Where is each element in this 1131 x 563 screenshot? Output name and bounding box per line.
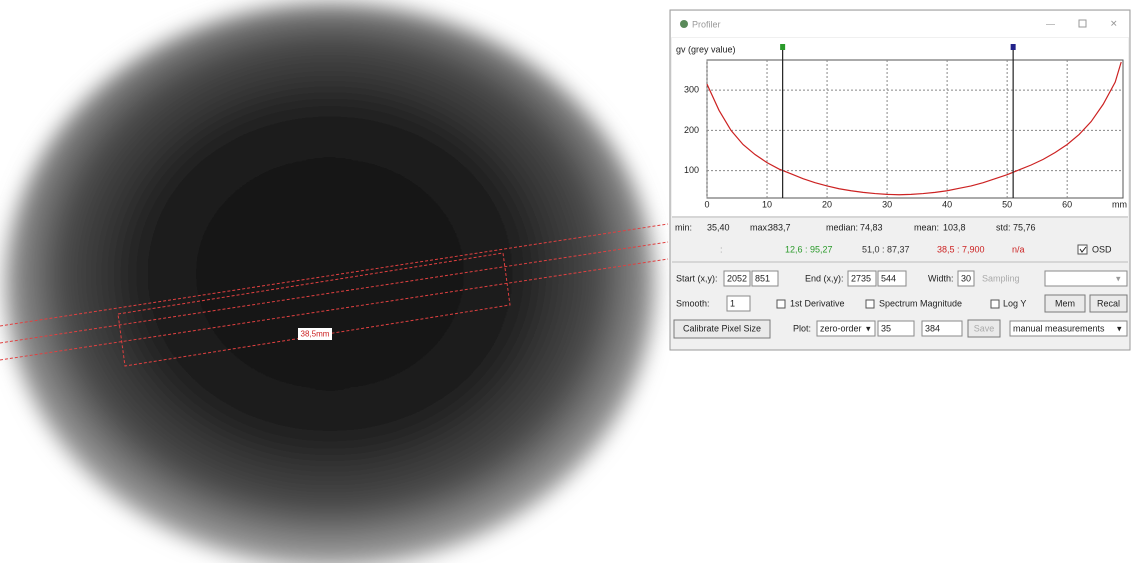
checkbox-label: Spectrum Magnitude: [879, 298, 962, 308]
label: End (x,y):: [805, 273, 844, 283]
app-icon: [680, 20, 688, 28]
checkbox-label: 1st Derivative: [790, 298, 845, 308]
label: Start (x,y):: [676, 273, 718, 283]
xray-image: 38,5mm: [0, 3, 668, 563]
stat-label: max:: [750, 222, 770, 232]
checkbox-label: Log Y: [1003, 298, 1026, 308]
title-bar: [671, 11, 1129, 37]
stat-value: 383,7: [768, 222, 791, 232]
stat-label: std:: [996, 222, 1011, 232]
button-label: Recal: [1097, 298, 1120, 308]
label: Plot:: [793, 323, 811, 333]
measurement: 51,0 : 87,37: [862, 244, 910, 254]
window-title: Profiler: [692, 19, 721, 29]
y-axis-label: gv (grey value): [676, 44, 736, 54]
x-tick-label: 10: [762, 199, 772, 209]
sampling-label: Sampling: [982, 273, 1020, 283]
dropdown-value: manual measurements: [1013, 323, 1105, 333]
input-value: 35: [881, 323, 891, 333]
x-tick-label: 30: [882, 199, 892, 209]
controls: Start (x,y): 2052 851 End (x,y): 2735 54…: [674, 271, 1127, 338]
osd-checkbox[interactable]: [1078, 245, 1087, 254]
label: Width:: [928, 273, 954, 283]
input-value: 30: [961, 273, 971, 283]
profile-chart: 100 200 300 0 10 20 30 40 50 60: [684, 44, 1123, 209]
button-label: Mem: [1055, 298, 1075, 308]
close-button[interactable]: ✕: [1110, 18, 1118, 28]
dropdown-value: zero-order: [820, 323, 862, 333]
input-value: 544: [881, 273, 896, 283]
input-value: 851: [755, 273, 770, 283]
input-value: 2052: [727, 273, 747, 283]
measurement: 38,5 : 7,900: [937, 244, 985, 254]
stat-value: 75,76: [1013, 222, 1036, 232]
input-value: 1: [730, 298, 735, 308]
y-tick-label: 100: [684, 165, 699, 175]
checkbox[interactable]: [866, 300, 874, 308]
dropdown-arrow: ▾: [866, 323, 871, 333]
cursor-handle: [1011, 44, 1016, 50]
osd-label: OSD: [1092, 244, 1112, 254]
x-tick-label: 40: [942, 199, 952, 209]
checkbox[interactable]: [777, 300, 785, 308]
input-value: 384: [925, 323, 940, 333]
stat-label: mean:: [914, 222, 939, 232]
dropdown-arrow: ▾: [1116, 273, 1121, 283]
y-tick-label: 300: [684, 85, 699, 95]
x-tick-label: 20: [822, 199, 832, 209]
checkbox[interactable]: [991, 300, 999, 308]
x-tick-label: 50: [1002, 199, 1012, 209]
stat-value: 74,83: [860, 222, 883, 232]
stat-value: 103,8: [943, 222, 966, 232]
x-tick-label: 0: [704, 199, 709, 209]
input-value: 2735: [851, 273, 871, 283]
label: Smooth:: [676, 298, 710, 308]
dropdown-arrow: ▾: [1117, 323, 1122, 333]
measurement-prefix: :: [720, 244, 723, 254]
button-label: Save: [974, 323, 995, 333]
screen: 38,5mm Profiler — ✕ gv (grey value) mm m…: [0, 0, 1131, 563]
stat-value: 35,40: [707, 222, 730, 232]
button-label: Calibrate Pixel Size: [683, 323, 761, 333]
annotation: 38,5mm: [301, 330, 330, 339]
measurement: n/a: [1012, 244, 1025, 254]
object-blob: [5, 3, 655, 563]
y-tick-label: 200: [684, 125, 699, 135]
x-axis-label: mm: [1112, 199, 1127, 209]
plot-area: [707, 60, 1123, 198]
x-tick-label: 60: [1062, 199, 1072, 209]
sampling-dropdown[interactable]: [1045, 271, 1127, 286]
cursor-handle: [780, 44, 785, 50]
stat-label: median:: [826, 222, 858, 232]
stat-label: min:: [675, 222, 692, 232]
measurement: 12,6 : 95,27: [785, 244, 833, 254]
minimize-button[interactable]: —: [1046, 18, 1055, 28]
